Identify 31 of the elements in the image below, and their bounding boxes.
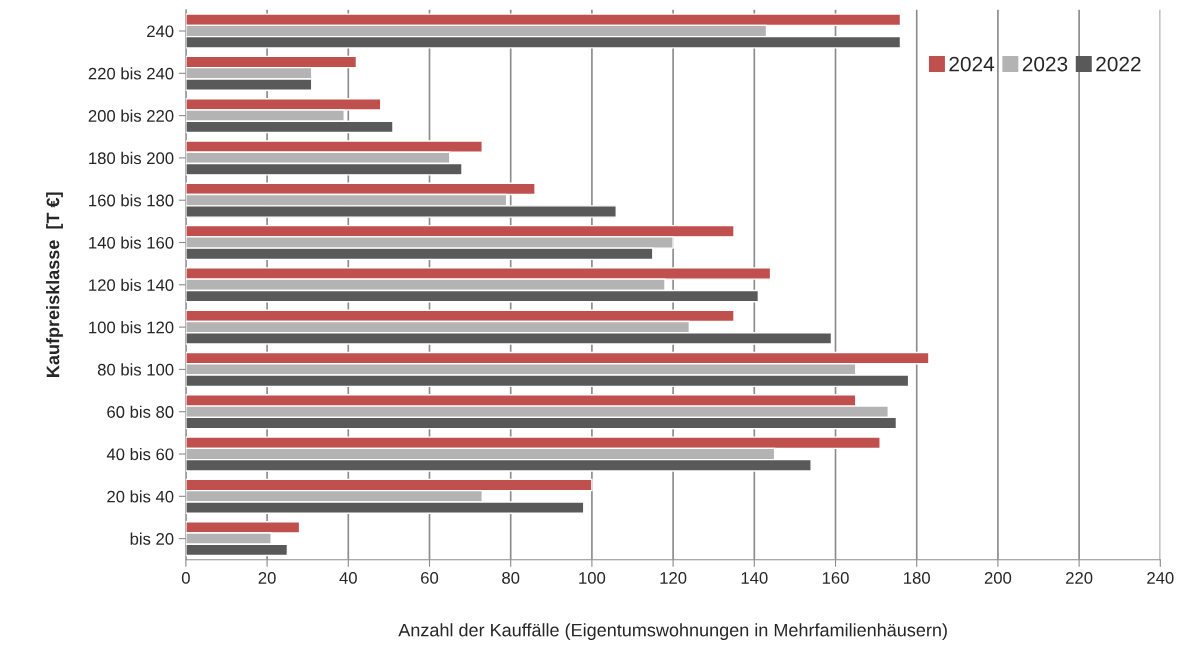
y-tick-label: bis 20 [130,532,174,545]
y-tick-label: 220 bis 240 [88,67,174,80]
x-tick-label: 140 [741,572,768,584]
y-tick-label: 200 bis 220 [88,109,174,122]
x-tick-label: 180 [904,572,930,584]
x-tick-label: 100 [579,572,606,584]
legend-label: 2023 [1022,56,1068,72]
y-tick-label: 140 bis 160 [89,236,174,249]
x-tick-label: 200 [984,572,1012,584]
x-tick-label: 20 [258,572,276,584]
y-tick-label: 240 [147,25,174,38]
y-tick-label: 60 bis 80 [107,405,174,418]
x-tick-label: 80 [502,572,520,584]
y-axis-title: Kaufpreisklasse [T €] [46,192,63,377]
x-tick-label: 240 [1147,572,1174,584]
y-tick-label: 40 bis 60 [106,447,174,461]
y-tick-label: 160 bis 180 [89,194,174,207]
x-tick-label: 60 [421,572,439,584]
legend-label: 2024 [949,56,995,72]
x-tick-label: 40 [339,572,357,584]
x-tick-label: 0 [181,572,190,584]
y-tick-label: 20 bis 40 [107,490,174,503]
y-tick-label: 180 bis 200 [89,151,174,165]
y-tick-label: 120 bis 140 [89,278,174,292]
y-tick-label: 80 bis 100 [97,363,174,376]
legend-label: 2022 [1096,56,1141,72]
x-tick-label: 220 [1066,572,1093,584]
x-tick-label: 160 [822,572,849,584]
x-axis-title: Anzahl der Kauffälle (Eigentumswohnungen in Mehrfamilienhäusern) [398,623,947,641]
y-tick-label: 100 bis 120 [89,321,174,334]
x-tick-label: 120 [660,572,687,584]
